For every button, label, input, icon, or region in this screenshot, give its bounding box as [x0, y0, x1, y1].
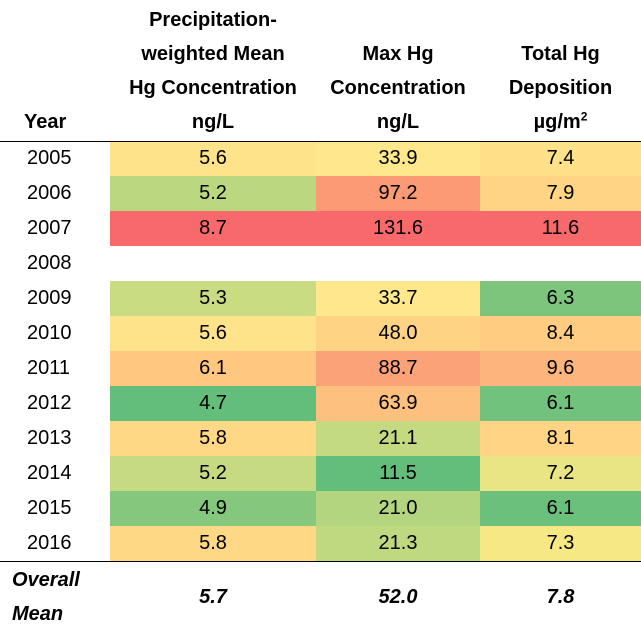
overall-max-concentration: 52.0: [378, 585, 418, 608]
table-row: 2010 5.6 48.0 8.4: [0, 316, 641, 351]
table-row: 2016 5.8 21.3 7.3: [0, 526, 641, 561]
max-concentration-cell: 21.1: [316, 421, 480, 456]
table-footer: Overall Mean 5.7 52.0 7.8: [0, 561, 641, 633]
deposition-cell: 7.9: [480, 176, 641, 211]
year-cell: 2011: [27, 357, 71, 379]
header-max-concentration: Max Hg Concentration ng/L: [330, 42, 466, 133]
max-concentration-cell: 131.6: [316, 211, 480, 246]
deposition-cell: 8.4: [480, 316, 641, 351]
table-row: 2008: [0, 246, 641, 281]
deposition-cell: 6.1: [480, 491, 641, 526]
year-cell: 2010: [27, 322, 72, 344]
deposition-cell: 8.1: [480, 421, 641, 456]
max-concentration-cell: 21.3: [316, 526, 480, 561]
year-cell: 2015: [27, 497, 72, 519]
deposition-cell: 9.6: [480, 351, 641, 386]
mean-concentration-cell: 4.9: [110, 491, 316, 526]
year-cell: 2013: [27, 427, 72, 449]
max-concentration-cell: 33.9: [316, 141, 480, 176]
header-mean-concentration: Precipitation- weighted Mean Hg Concentr…: [129, 8, 297, 133]
year-cell: 2007: [27, 217, 72, 239]
deposition-cell: 6.3: [480, 281, 641, 316]
year-cell: 2016: [27, 531, 72, 554]
mean-concentration-cell: 5.3: [110, 281, 316, 316]
year-cell: 2014: [27, 462, 72, 484]
header-total-deposition: Total Hg Deposition µg/m2: [508, 42, 613, 133]
mean-concentration-cell: 5.2: [110, 456, 316, 491]
max-concentration-cell: 11.5: [316, 456, 480, 491]
deposition-cell: 7.3: [480, 526, 641, 561]
overall-deposition: 7.8: [546, 585, 575, 608]
mean-concentration-cell: 5.2: [110, 176, 316, 211]
overall-mean-row: Overall Mean 5.7 52.0 7.8: [0, 561, 641, 633]
table-row: 2006 5.2 97.2 7.9: [0, 176, 641, 211]
year-cell: 2009: [27, 287, 72, 309]
year-cell: 2012: [27, 392, 72, 414]
max-concentration-cell: 48.0: [316, 316, 480, 351]
overall-mean-label: Overall Mean: [12, 569, 80, 626]
deposition-cell: 11.6: [480, 211, 641, 246]
header-year: Year: [24, 110, 67, 133]
max-concentration-cell: 21.0: [316, 491, 480, 526]
table-row: 2012 4.7 63.9 6.1: [0, 386, 641, 421]
table-header: Year Precipitation- weighted Mean Hg Con…: [0, 0, 641, 141]
mean-concentration-cell: 8.7: [110, 211, 316, 246]
mean-concentration-cell: 6.1: [110, 351, 316, 386]
max-concentration-cell: 33.7: [316, 281, 480, 316]
table-body: 2005 5.6 33.9 7.4 2006 5.2 97.2 7.9 2007 8.7 131.6…: [0, 141, 641, 561]
table-row: 2014 5.2 11.5 7.2: [0, 456, 641, 491]
table-row: 2015 4.9 21.0 6.1: [0, 491, 641, 526]
mean-concentration-cell: 5.6: [110, 141, 316, 176]
deposition-cell: 7.2: [480, 456, 641, 491]
overall-mean-concentration: 5.7: [199, 585, 227, 608]
mean-concentration-cell: 4.7: [110, 386, 316, 421]
year-cell: 2008: [27, 252, 72, 274]
table-row: 2011 6.1 88.7 9.6: [0, 351, 641, 386]
table-row: 2013 5.8 21.1 8.1: [0, 421, 641, 456]
year-cell: 2006: [27, 182, 72, 204]
year-cell: 2005: [27, 147, 72, 170]
table-row: 2009 5.3 33.7 6.3: [0, 281, 641, 316]
max-concentration-cell: [316, 246, 480, 281]
deposition-cell: 6.1: [480, 386, 641, 421]
max-concentration-cell: 88.7: [316, 351, 480, 386]
max-concentration-cell: 97.2: [316, 176, 480, 211]
deposition-cell: [480, 246, 641, 281]
mean-concentration-cell: 5.8: [110, 526, 316, 561]
mean-concentration-cell: 5.6: [110, 316, 316, 351]
mean-concentration-cell: [110, 246, 316, 281]
deposition-cell: 7.4: [480, 141, 641, 176]
table-row: 2005 5.6 33.9 7.4: [0, 141, 641, 176]
table-row: 2007 8.7 131.6 11.6: [0, 211, 641, 246]
mean-concentration-cell: 5.8: [110, 421, 316, 456]
max-concentration-cell: 63.9: [316, 386, 480, 421]
